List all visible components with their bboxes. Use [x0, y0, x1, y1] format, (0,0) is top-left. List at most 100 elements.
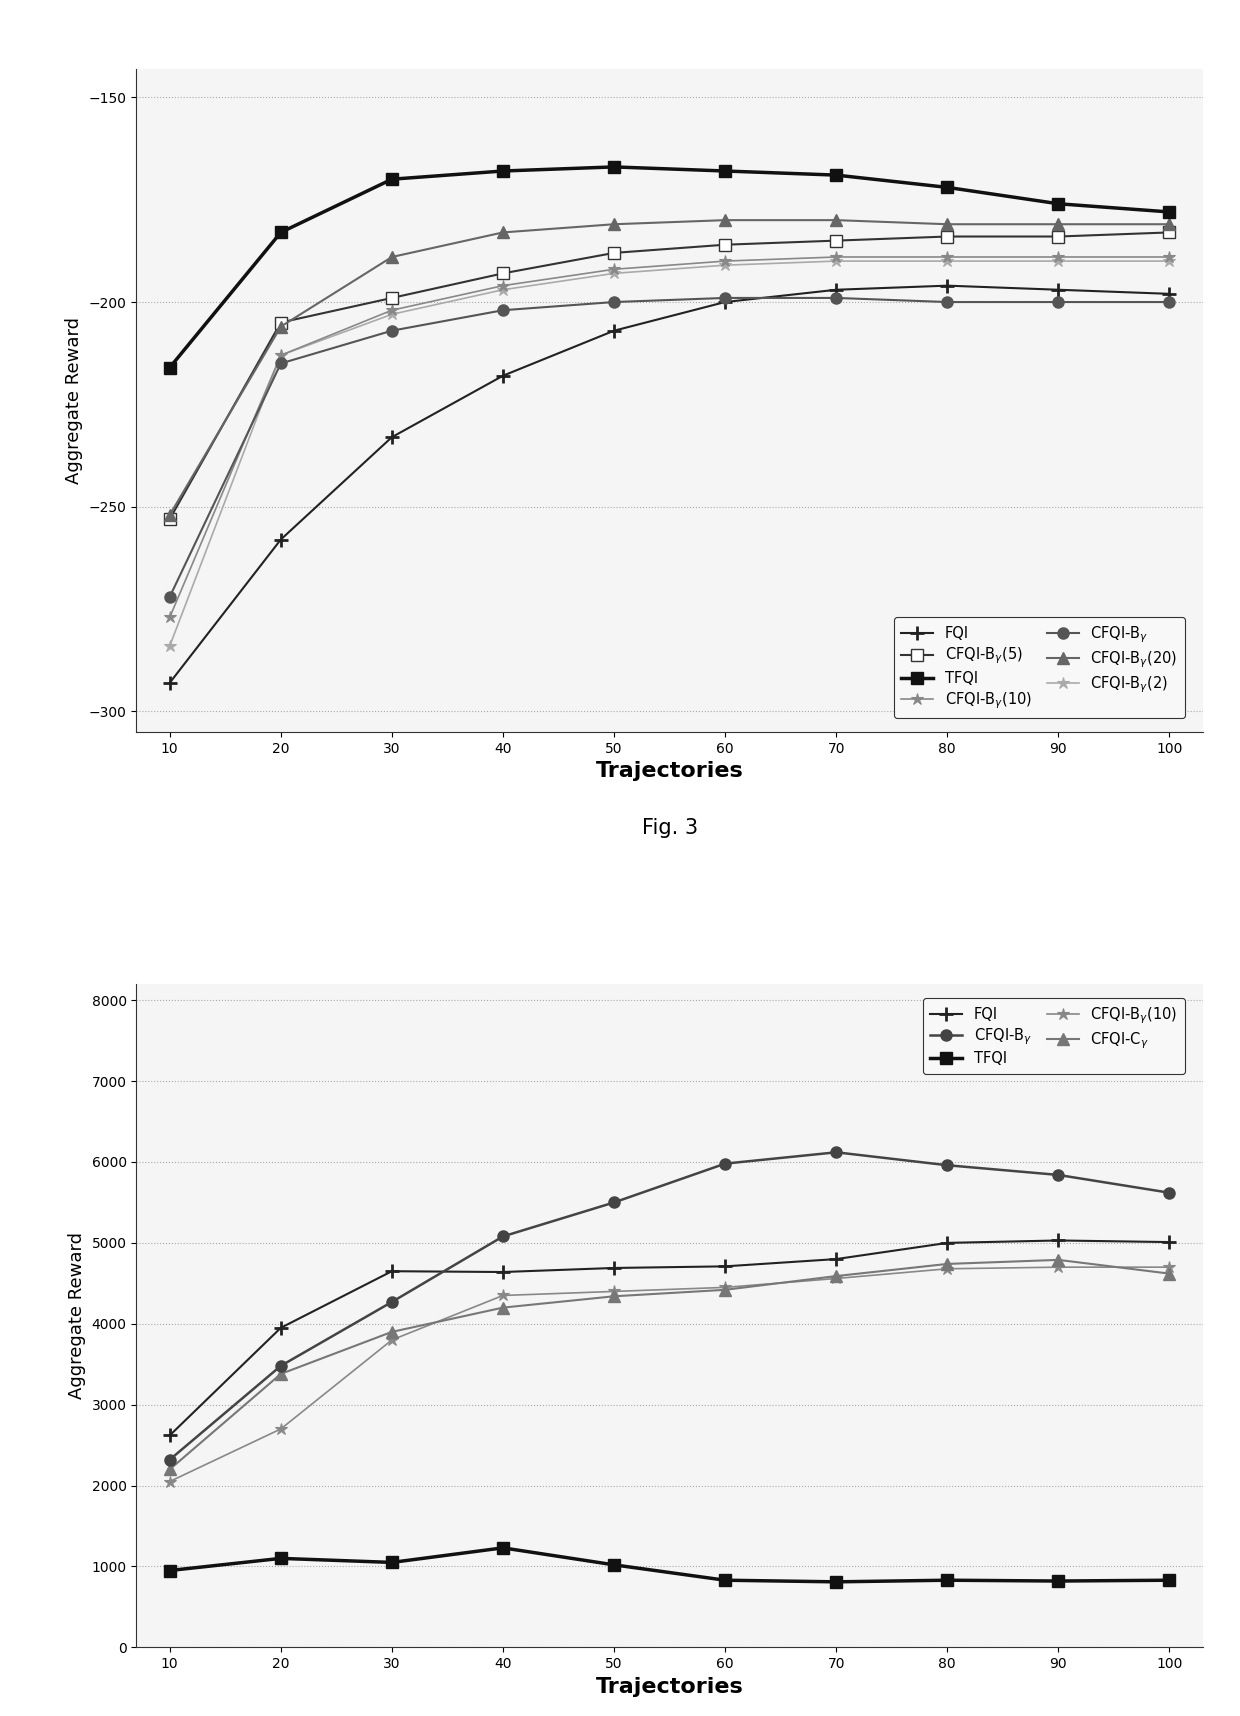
- CFQI-B$_{\gamma}$(10): [384, 300, 399, 321]
- CFQI-B$_{\gamma}$: [828, 1141, 843, 1162]
- CFQI-C$_{\gamma}$: [162, 1459, 177, 1479]
- CFQI-B$_{\gamma}$(5): [162, 508, 177, 529]
- CFQI-B$_{\gamma}$(2): [1052, 251, 1066, 271]
- CFQI-B$_{\gamma}$: [1052, 292, 1066, 312]
- FQI: [162, 673, 177, 693]
- FQI: [606, 321, 621, 341]
- CFQI-B$_{\gamma}$(5): [1162, 221, 1177, 242]
- FQI: [1052, 1230, 1066, 1251]
- CFQI-B$_{\gamma}$: [606, 292, 621, 312]
- CFQI-B$_{\gamma}$(5): [1052, 227, 1066, 247]
- FQI: [1162, 1232, 1177, 1253]
- CFQI-B$_{\gamma}$(5): [384, 288, 399, 309]
- Line: TFQI: TFQI: [164, 161, 1176, 372]
- FQI: [828, 1249, 843, 1270]
- CFQI-B$_{\gamma}$(2): [273, 345, 288, 366]
- FQI: [828, 280, 843, 300]
- FQI: [273, 529, 288, 549]
- FQI: [273, 1318, 288, 1338]
- TFQI: [606, 1555, 621, 1575]
- TFQI: [940, 177, 955, 197]
- Line: FQI: FQI: [162, 1234, 1177, 1443]
- TFQI: [162, 357, 177, 378]
- CFQI-B$_{\gamma}$(10): [606, 259, 621, 280]
- CFQI-C$_{\gamma}$: [1052, 1249, 1066, 1270]
- CFQI-B$_{\gamma}$(10): [162, 607, 177, 628]
- FQI: [1162, 283, 1177, 304]
- Line: CFQI-B$_{\gamma}$: CFQI-B$_{\gamma}$: [164, 292, 1176, 602]
- CFQI-B$_{\gamma}$: [496, 1227, 511, 1248]
- Y-axis label: Aggregate Reward: Aggregate Reward: [68, 1232, 86, 1399]
- CFQI-B$_{\gamma}$: [1162, 1182, 1177, 1203]
- CFQI-B$_{\gamma}$: [718, 288, 733, 309]
- FQI: [718, 1256, 733, 1277]
- CFQI-C$_{\gamma}$: [828, 1266, 843, 1287]
- CFQI-B$_{\gamma}$(2): [384, 304, 399, 324]
- CFQI-B$_{\gamma}$(2): [162, 635, 177, 656]
- Line: CFQI-B$_{\gamma}$(2): CFQI-B$_{\gamma}$(2): [164, 256, 1176, 652]
- CFQI-B$_{\gamma}$(10): [273, 345, 288, 366]
- CFQI-B$_{\gamma}$: [718, 1153, 733, 1174]
- CFQI-B$_{\gamma}$(20): [496, 221, 511, 242]
- CFQI-B$_{\gamma}$(10): [384, 1330, 399, 1350]
- TFQI: [1162, 202, 1177, 223]
- CFQI-B$_{\gamma}$(20): [273, 316, 288, 336]
- CFQI-C$_{\gamma}$: [606, 1285, 621, 1306]
- FQI: [496, 1261, 511, 1282]
- CFQI-B$_{\gamma}$(2): [1162, 251, 1177, 271]
- Text: Fig. 3: Fig. 3: [641, 819, 698, 837]
- Line: CFQI-B$_{\gamma}$: CFQI-B$_{\gamma}$: [164, 1146, 1176, 1465]
- CFQI-B$_{\gamma}$(2): [940, 251, 955, 271]
- CFQI-B$_{\gamma}$: [162, 1450, 177, 1471]
- CFQI-B$_{\gamma}$(5): [940, 227, 955, 247]
- FQI: [940, 275, 955, 295]
- CFQI-B$_{\gamma}$(10): [1052, 1256, 1066, 1277]
- CFQI-B$_{\gamma}$: [496, 300, 511, 321]
- CFQI-B$_{\gamma}$(10): [718, 251, 733, 271]
- CFQI-C$_{\gamma}$: [940, 1254, 955, 1275]
- CFQI-B$_{\gamma}$(5): [496, 263, 511, 283]
- CFQI-B$_{\gamma}$: [384, 321, 399, 341]
- CFQI-B$_{\gamma}$(5): [606, 242, 621, 263]
- FQI: [384, 1261, 399, 1282]
- TFQI: [1162, 1570, 1177, 1591]
- CFQI-B$_{\gamma}$(10): [606, 1282, 621, 1302]
- FQI: [606, 1258, 621, 1278]
- TFQI: [496, 1538, 511, 1558]
- CFQI-B$_{\gamma}$(10): [940, 247, 955, 268]
- CFQI-B$_{\gamma}$: [1052, 1165, 1066, 1186]
- FQI: [718, 292, 733, 312]
- TFQI: [828, 165, 843, 185]
- TFQI: [496, 161, 511, 182]
- CFQI-C$_{\gamma}$: [273, 1364, 288, 1385]
- CFQI-B$_{\gamma}$(10): [1162, 247, 1177, 268]
- TFQI: [384, 168, 399, 189]
- FQI: [162, 1424, 177, 1445]
- TFQI: [1052, 1570, 1066, 1591]
- Legend: FQI, CFQI-B$_{\gamma}$, TFQI, CFQI-B$_{\gamma}$(10), CFQI-C$_{\gamma}$: FQI, CFQI-B$_{\gamma}$, TFQI, CFQI-B$_{\…: [923, 999, 1185, 1074]
- Line: TFQI: TFQI: [164, 1543, 1176, 1587]
- CFQI-B$_{\gamma}$(10): [162, 1471, 177, 1491]
- CFQI-B$_{\gamma}$(10): [273, 1419, 288, 1440]
- CFQI-B$_{\gamma}$(10): [940, 1258, 955, 1278]
- CFQI-C$_{\gamma}$: [496, 1297, 511, 1318]
- CFQI-C$_{\gamma}$: [1162, 1263, 1177, 1284]
- CFQI-B$_{\gamma}$(10): [496, 275, 511, 295]
- CFQI-B$_{\gamma}$(10): [828, 1268, 843, 1289]
- X-axis label: Trajectories: Trajectories: [595, 1677, 744, 1697]
- CFQI-B$_{\gamma}$: [606, 1193, 621, 1213]
- Line: CFQI-B$_{\gamma}$(10): CFQI-B$_{\gamma}$(10): [164, 251, 1176, 623]
- Line: CFQI-B$_{\gamma}$(10): CFQI-B$_{\gamma}$(10): [164, 1261, 1176, 1488]
- FQI: [1052, 280, 1066, 300]
- Y-axis label: Aggregate Reward: Aggregate Reward: [66, 317, 83, 484]
- CFQI-C$_{\gamma}$: [384, 1321, 399, 1342]
- CFQI-B$_{\gamma}$(10): [496, 1285, 511, 1306]
- CFQI-B$_{\gamma}$(2): [828, 251, 843, 271]
- CFQI-B$_{\gamma}$(20): [718, 209, 733, 230]
- Line: CFQI-C$_{\gamma}$: CFQI-C$_{\gamma}$: [164, 1254, 1176, 1476]
- CFQI-B$_{\gamma}$(20): [606, 214, 621, 235]
- Line: CFQI-B$_{\gamma}$(5): CFQI-B$_{\gamma}$(5): [164, 227, 1176, 525]
- FQI: [940, 1232, 955, 1253]
- CFQI-B$_{\gamma}$: [273, 353, 288, 374]
- X-axis label: Trajectories: Trajectories: [595, 762, 744, 781]
